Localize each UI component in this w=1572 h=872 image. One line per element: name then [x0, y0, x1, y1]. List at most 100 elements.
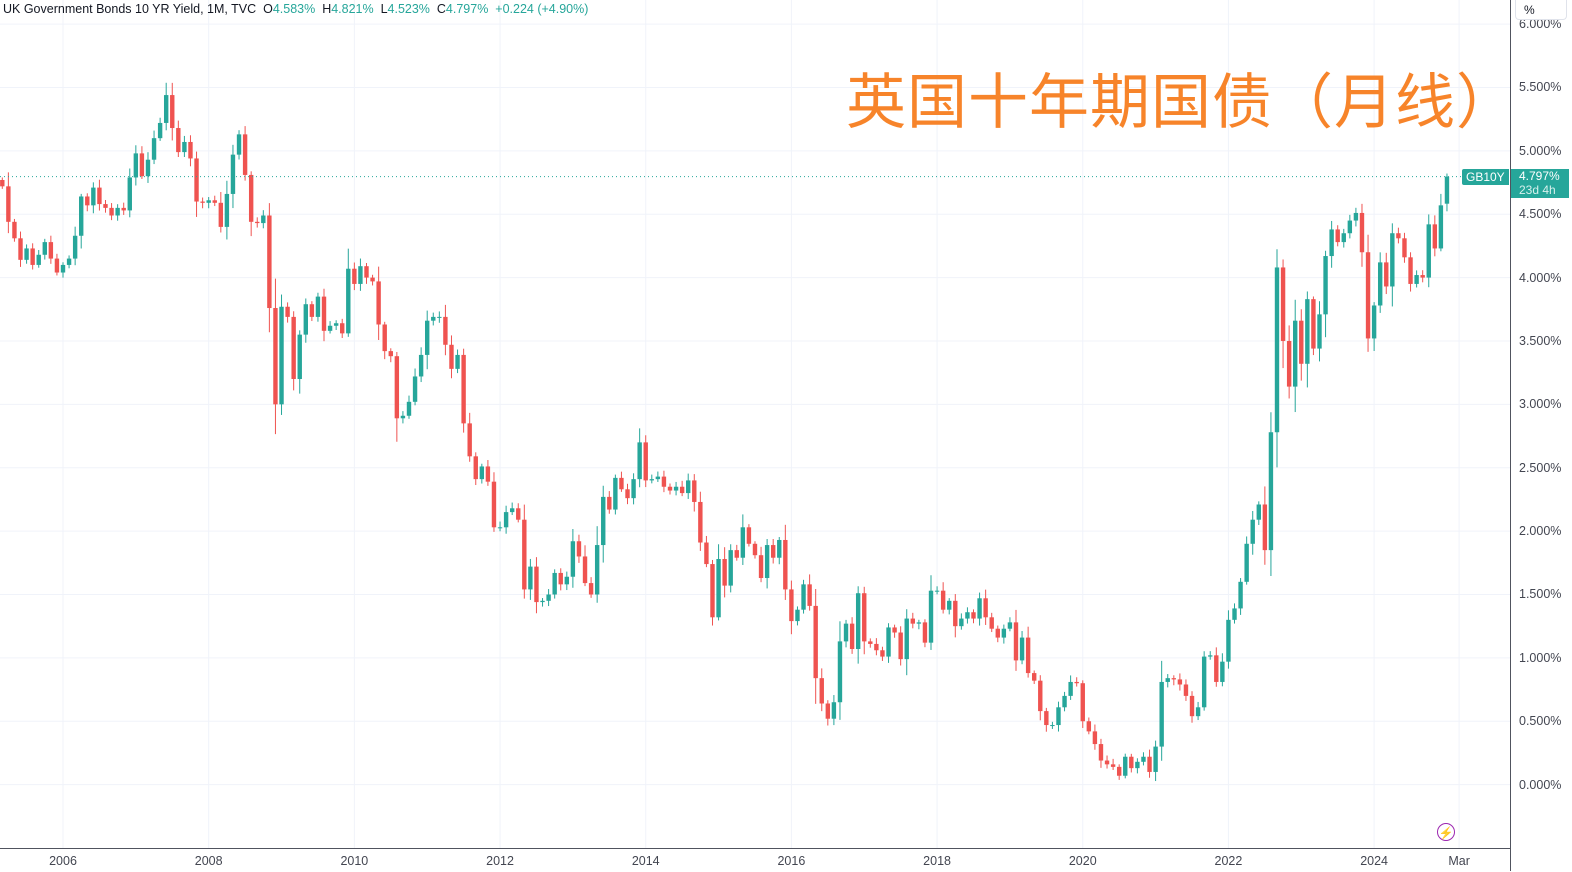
price-tick-label: 0.500%: [1519, 714, 1562, 729]
candle-up: [261, 215, 266, 224]
candle-down: [1086, 721, 1092, 732]
candle-down: [534, 566, 539, 603]
price-tick-label: 4.500%: [1519, 207, 1562, 222]
candle-down: [922, 622, 928, 643]
lightning-bolt-icon[interactable]: ⚡: [1437, 823, 1455, 841]
candle-down: [704, 542, 709, 565]
candle-down: [267, 215, 272, 309]
candle-down: [1013, 622, 1019, 661]
candle-down: [188, 141, 193, 159]
candle-down: [394, 356, 400, 419]
symbol-legend: UK Government Bonds 10 YR Yield, 1M, TVC…: [3, 2, 588, 16]
candle-up: [631, 479, 636, 499]
candle-up: [613, 477, 618, 510]
candle-up: [1250, 519, 1255, 544]
candle-down: [491, 481, 497, 528]
candle-up: [1159, 681, 1164, 747]
candle-down: [12, 221, 17, 239]
candle-down: [783, 539, 788, 590]
candle-down: [692, 480, 697, 502]
candle-up: [801, 584, 806, 610]
candle-up: [42, 242, 47, 255]
price-axis[interactable]: 6.000% 5.500% 5.000% 4.500% 4.000% 3.500% 3.00…: [1510, 0, 1572, 871]
candle-up: [1019, 637, 1025, 661]
candle-up: [843, 623, 849, 642]
candle-down: [1286, 340, 1292, 387]
percent-scale-button[interactable]: %: [1515, 0, 1567, 20]
high-value: 4.821%: [331, 2, 374, 16]
candle-up: [716, 558, 721, 618]
candle-up: [60, 264, 66, 273]
time-tick-label: 2006: [49, 854, 77, 868]
candle-up: [1068, 681, 1073, 696]
candle-up: [1305, 299, 1310, 364]
time-axis[interactable]: 2006 2008 2010 2012 2014 2016 2018 2020 2022 2024…: [0, 848, 1510, 872]
symbol-name[interactable]: UK Government Bonds 10 YR Yield, 1M, TVC: [3, 2, 257, 16]
candle-down: [758, 555, 764, 579]
candle-up: [528, 566, 533, 590]
high-label: H: [322, 2, 332, 16]
candle-down: [443, 316, 448, 345]
time-tick-label: 2018: [923, 854, 951, 868]
candle-down: [1025, 637, 1031, 674]
candle-down: [473, 456, 478, 480]
candle-down: [6, 186, 11, 222]
candle-up: [72, 235, 78, 259]
time-tick-label: 2014: [631, 854, 660, 868]
candle-down: [467, 423, 472, 457]
candle-up: [947, 600, 952, 610]
candle-up: [1426, 224, 1431, 278]
candle-up: [224, 193, 230, 227]
candle-down: [85, 196, 90, 206]
candle-down: [588, 583, 594, 595]
candle-down: [710, 564, 715, 618]
candle-up: [236, 134, 242, 155]
candle-down: [868, 641, 873, 644]
candle-up: [601, 496, 606, 546]
candle-down: [1177, 679, 1183, 685]
candle-down: [309, 304, 315, 317]
candle-up: [400, 415, 406, 419]
open-label: O: [263, 2, 273, 16]
bar-countdown: 23d 4h: [1519, 182, 1556, 197]
candle-down: [1171, 678, 1177, 680]
close-label: C: [436, 2, 446, 16]
candle-down: [971, 612, 976, 619]
candle-down: [849, 623, 855, 649]
candle-down: [1044, 711, 1049, 726]
candle-down: [382, 324, 387, 352]
candle-up: [406, 401, 412, 416]
candle-up: [315, 296, 321, 317]
candle-down: [97, 187, 102, 205]
candle-up: [1317, 314, 1322, 349]
candle-up: [928, 590, 934, 643]
candle-down: [1420, 275, 1425, 278]
price-tick-label: 2.000%: [1519, 524, 1562, 539]
candle-up: [509, 508, 515, 513]
candle-up: [36, 254, 41, 265]
candle-up: [127, 177, 132, 211]
candle-up: [1135, 761, 1140, 769]
candle-up: [206, 200, 211, 203]
candle-down: [212, 200, 217, 203]
candle-down: [1335, 229, 1340, 243]
candle-down: [940, 590, 946, 610]
candle-down: [1116, 766, 1122, 776]
candle-down: [734, 550, 739, 558]
candle-down: [667, 486, 673, 491]
candle-down: [1262, 504, 1268, 551]
candlestick-chart[interactable]: [0, 0, 1510, 848]
candle-down: [892, 627, 897, 633]
candle-down: [825, 703, 831, 719]
candle-up: [503, 512, 509, 528]
candle-down: [1396, 233, 1401, 239]
time-tick-label: 2008: [194, 854, 223, 868]
candle-up: [886, 627, 891, 657]
chart-plot-area[interactable]: [0, 0, 1510, 848]
candle-up: [1050, 725, 1055, 727]
candle-up: [412, 376, 418, 402]
candle-up: [1268, 432, 1274, 551]
price-tick-label: 5.500%: [1519, 80, 1562, 95]
candle-down: [1299, 320, 1304, 364]
candle-down: [340, 323, 345, 334]
